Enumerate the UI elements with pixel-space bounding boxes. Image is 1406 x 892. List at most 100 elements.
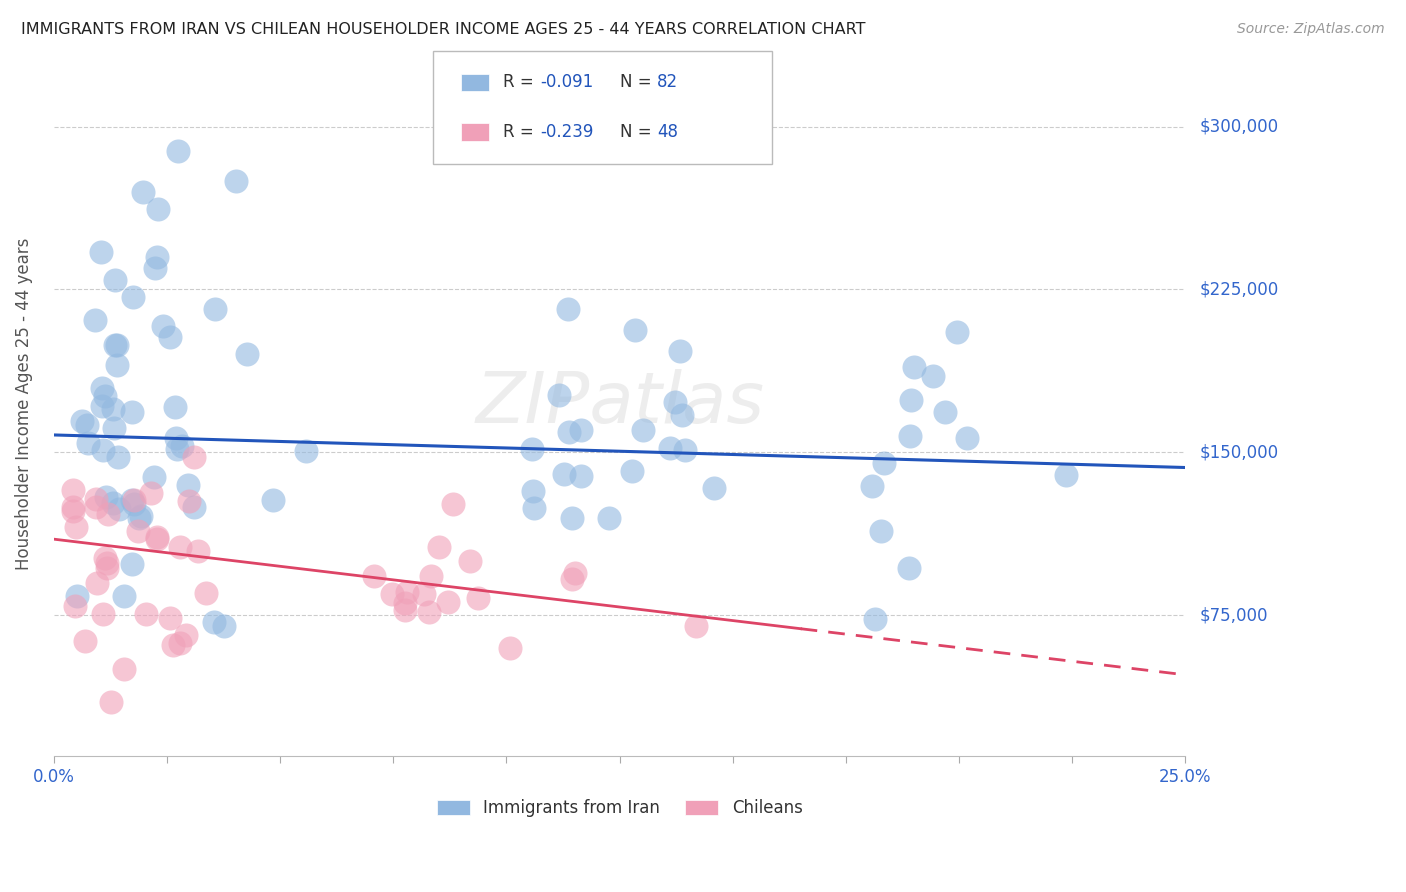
Point — [91, 607, 114, 621]
Text: -0.091: -0.091 — [540, 73, 593, 92]
Point — [104, 337, 127, 351]
Text: N =: N = — [620, 123, 657, 141]
Point — [522, 484, 544, 499]
Point — [659, 441, 682, 455]
Point — [669, 343, 692, 358]
Point — [934, 405, 956, 419]
Point — [569, 469, 592, 483]
Point — [860, 479, 883, 493]
Point — [418, 605, 440, 619]
Text: $75,000: $75,000 — [1199, 607, 1268, 624]
Point — [96, 556, 118, 570]
Point — [129, 509, 152, 524]
Point — [122, 493, 145, 508]
Point — [66, 590, 89, 604]
Y-axis label: Householder Income Ages 25 - 44 years: Householder Income Ages 25 - 44 years — [15, 237, 32, 570]
Point — [183, 500, 205, 514]
Point — [96, 561, 118, 575]
Point — [499, 641, 522, 656]
Point — [165, 431, 187, 445]
Point — [146, 202, 169, 216]
Point — [146, 530, 169, 544]
Point — [62, 500, 84, 514]
Point — [94, 490, 117, 504]
Point — [170, 439, 193, 453]
Point — [146, 532, 169, 546]
Point — [84, 500, 107, 514]
Point — [187, 544, 209, 558]
Point — [94, 550, 117, 565]
Point — [167, 144, 190, 158]
Point — [623, 323, 645, 337]
Point — [631, 423, 654, 437]
Legend: Immigrants from Iran, Chileans: Immigrants from Iran, Chileans — [429, 791, 811, 825]
Text: ZIPatlas: ZIPatlas — [475, 369, 763, 438]
Text: $225,000: $225,000 — [1199, 280, 1278, 299]
Point — [922, 369, 945, 384]
Text: Source: ZipAtlas.com: Source: ZipAtlas.com — [1237, 22, 1385, 37]
Point — [90, 381, 112, 395]
FancyBboxPatch shape — [433, 51, 772, 163]
Point — [553, 467, 575, 482]
Point — [97, 507, 120, 521]
Point — [194, 586, 217, 600]
Point — [557, 425, 579, 439]
Point — [673, 442, 696, 457]
Point — [77, 435, 100, 450]
Point — [458, 554, 481, 568]
Text: -0.239: -0.239 — [540, 123, 593, 141]
Point — [152, 318, 174, 333]
Point — [65, 520, 87, 534]
Point — [467, 591, 489, 606]
Point — [870, 524, 893, 538]
Text: IMMIGRANTS FROM IRAN VS CHILEAN HOUSEHOLDER INCOME AGES 25 - 44 YEARS CORRELATIO: IMMIGRANTS FROM IRAN VS CHILEAN HOUSEHOL… — [21, 22, 866, 37]
Point — [598, 511, 620, 525]
Point — [441, 497, 464, 511]
Point — [135, 607, 157, 621]
Point — [520, 442, 543, 456]
Point — [295, 444, 318, 458]
Point — [107, 450, 129, 464]
Point — [62, 504, 84, 518]
Point — [396, 585, 419, 599]
Point — [86, 575, 108, 590]
Point — [159, 611, 181, 625]
Point — [394, 602, 416, 616]
Point — [162, 638, 184, 652]
Point — [427, 540, 450, 554]
Point — [557, 302, 579, 317]
Point — [561, 572, 583, 586]
Point — [381, 587, 404, 601]
Point — [183, 450, 205, 465]
Point — [121, 405, 143, 419]
Point — [169, 541, 191, 555]
Point — [166, 442, 188, 457]
Point — [132, 185, 155, 199]
Text: R =: R = — [503, 123, 538, 141]
Point — [394, 595, 416, 609]
Point — [703, 481, 725, 495]
Point — [90, 245, 112, 260]
Point — [146, 250, 169, 264]
Point — [103, 402, 125, 417]
Text: R =: R = — [503, 73, 538, 92]
Point — [898, 560, 921, 574]
Point — [177, 494, 200, 508]
Text: 48: 48 — [657, 123, 678, 141]
Point — [225, 174, 247, 188]
Point — [664, 395, 686, 409]
Point — [900, 392, 922, 407]
Point — [863, 612, 886, 626]
Point — [108, 501, 131, 516]
Point — [547, 388, 569, 402]
Point — [91, 443, 114, 458]
Point — [212, 619, 235, 633]
Point — [121, 492, 143, 507]
Point — [73, 634, 96, 648]
Point — [76, 417, 98, 432]
Point — [204, 301, 226, 316]
Point — [898, 429, 921, 443]
Point — [437, 594, 460, 608]
Point — [561, 511, 583, 525]
Point — [103, 420, 125, 434]
